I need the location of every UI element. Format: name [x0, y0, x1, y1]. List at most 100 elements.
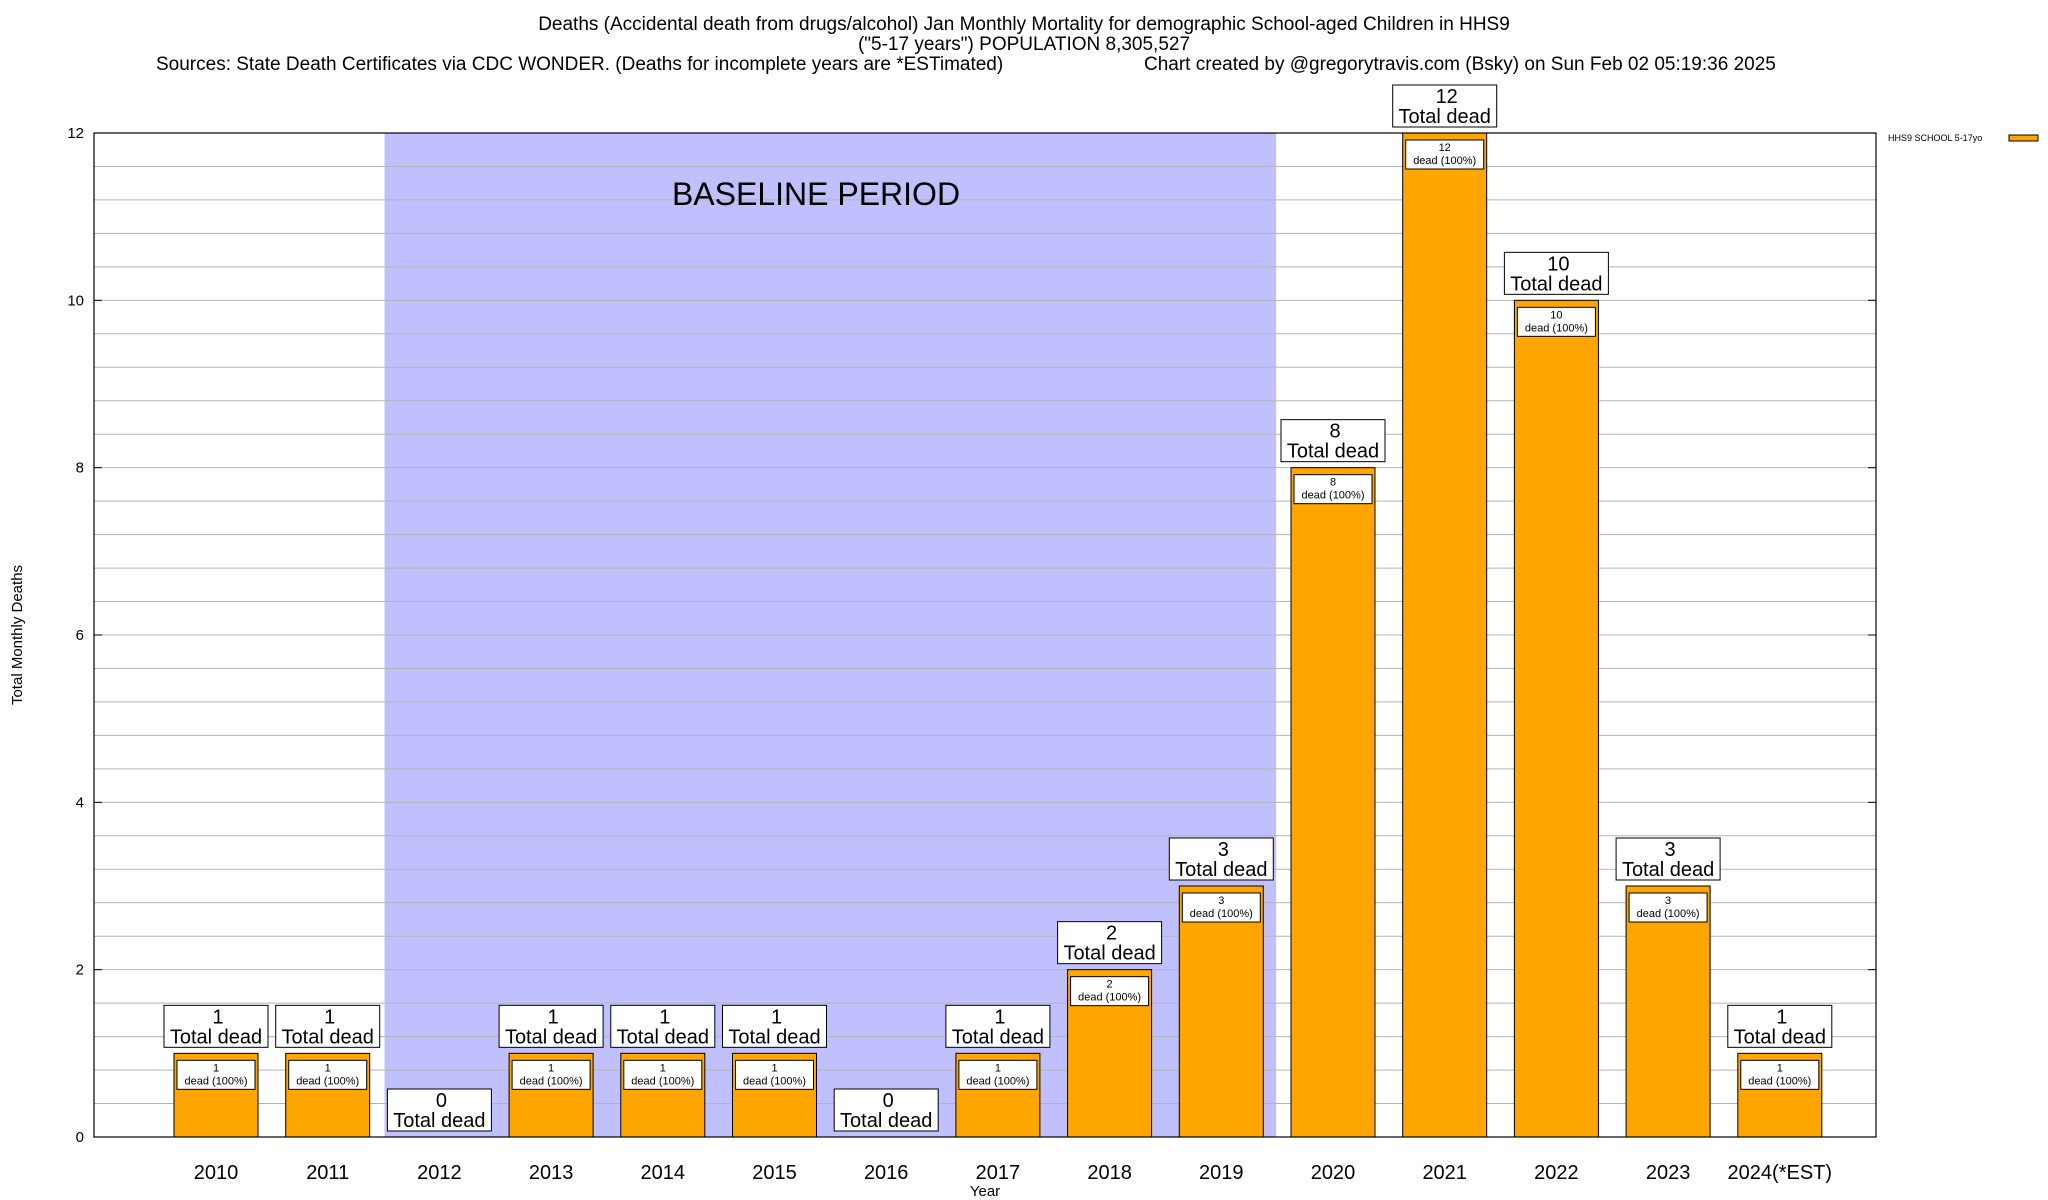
bar — [1513, 299, 1599, 1138]
x-tick-label: 2013 — [529, 1162, 574, 1184]
bar-label-box — [623, 1059, 703, 1090]
total-label-box — [498, 1004, 604, 1048]
total-label-box — [1392, 84, 1498, 128]
x-tick-label: 2020 — [1311, 1162, 1356, 1184]
total-dead-label: Total dead — [1734, 1026, 1826, 1048]
total-value-label: 1 — [212, 1006, 223, 1028]
total-label-box — [163, 1004, 269, 1048]
baseline-period-label: BASELINE PERIOD — [672, 176, 960, 212]
bar-percent-label: dead (100%) — [1525, 322, 1588, 334]
x-tick-label: 2022 — [1534, 1162, 1579, 1184]
bar-percent-label: dead (100%) — [185, 1075, 248, 1087]
total-value-label: 0 — [436, 1090, 447, 1112]
bar-value-label: 3 — [1218, 895, 1224, 907]
total-label-box — [1280, 419, 1386, 463]
bar — [1290, 467, 1376, 1138]
bar-label-box — [735, 1059, 814, 1090]
total-value-label: 1 — [994, 1006, 1005, 1028]
y-axis-title: Total Monthly Deaths — [9, 565, 26, 705]
total-dead-label: Total dead — [1510, 273, 1602, 295]
x-tick-label: 2023 — [1646, 1162, 1691, 1184]
x-tick-label: 2024(*EST) — [1728, 1162, 1833, 1184]
total-dead-label: Total dead — [840, 1110, 932, 1132]
legend: HHS9 SCHOOL 5-17yo — [1888, 133, 2039, 143]
bar-value-label: 2 — [1107, 979, 1113, 991]
bar-value-label: 1 — [995, 1062, 1001, 1074]
bar-value-label: 12 — [1439, 142, 1451, 154]
total-dead-label: Total dead — [617, 1026, 709, 1048]
x-axis-title: Year — [970, 1183, 1000, 1200]
total-value-label: 1 — [324, 1006, 335, 1028]
x-tick-label: 2016 — [864, 1162, 909, 1184]
total-value-label: 8 — [1329, 421, 1340, 443]
total-label-box — [722, 1004, 827, 1048]
total-label-box — [1168, 837, 1274, 881]
bar-value-label: 1 — [213, 1062, 219, 1074]
bar — [1178, 885, 1264, 1138]
total-dead-label: Total dead — [1063, 943, 1155, 965]
total-dead-label: Total dead — [282, 1026, 374, 1048]
bar-label-box — [1405, 139, 1485, 170]
bar-value-label: 1 — [771, 1062, 777, 1074]
bar-percent-label: dead (100%) — [631, 1075, 694, 1087]
total-value-label: 3 — [1665, 839, 1676, 861]
x-tick-label: 2021 — [1422, 1162, 1467, 1184]
bar-percent-label: dead (100%) — [743, 1075, 806, 1087]
total-dead-label: Total dead — [1287, 441, 1379, 463]
bar-percent-label: dead (100%) — [1748, 1075, 1811, 1087]
x-tick-label: 2017 — [976, 1162, 1021, 1184]
legend-label: HHS9 SCHOOL 5-17yo — [1888, 133, 1982, 143]
bar-label-box — [1070, 976, 1150, 1007]
total-label-box — [945, 1004, 1051, 1048]
total-dead-label: Total dead — [1175, 859, 1267, 881]
total-value-label: 2 — [1106, 923, 1117, 945]
total-value-label: 12 — [1436, 86, 1458, 108]
total-label-box — [1057, 921, 1163, 965]
bar-label-box — [958, 1059, 1038, 1090]
bar-value-label: 8 — [1330, 477, 1336, 489]
bar-percent-label: dead (100%) — [1413, 155, 1476, 167]
total-dead-label: Total dead — [1622, 859, 1714, 881]
chart-title: Deaths (Accidental death from drugs/alco… — [538, 14, 1510, 35]
total-value-label: 1 — [548, 1006, 559, 1028]
credit-note: Chart created by @gregorytravis.com (Bsk… — [1144, 54, 1776, 75]
total-dead-label: Total dead — [728, 1026, 820, 1048]
sources-note: Sources: State Death Certificates via CD… — [156, 54, 1004, 75]
bar-value-label: 1 — [548, 1062, 554, 1074]
bar-percent-label: dead (100%) — [296, 1075, 359, 1087]
total-dead-label: Total dead — [505, 1026, 597, 1048]
bar-percent-label: dead (100%) — [520, 1075, 583, 1087]
bar-label-box — [1628, 892, 1708, 923]
y-tick-label: 2 — [76, 962, 84, 979]
total-label-box — [610, 1004, 716, 1048]
total-dead-label: Total dead — [170, 1026, 262, 1048]
total-label-box — [833, 1088, 939, 1132]
y-tick-label: 8 — [76, 460, 84, 477]
x-tick-label: 2015 — [752, 1162, 797, 1184]
y-tick-label: 12 — [67, 125, 84, 142]
y-tick-label: 6 — [76, 627, 84, 644]
total-value-label: 1 — [771, 1006, 782, 1028]
bar-value-label: 10 — [1550, 309, 1562, 321]
total-dead-label: Total dead — [1399, 106, 1491, 128]
bar-percent-label: dead (100%) — [1078, 992, 1141, 1004]
x-tick-label: 2010 — [194, 1162, 239, 1184]
bar-percent-label: dead (100%) — [1302, 490, 1365, 502]
total-label-box — [1727, 1004, 1833, 1048]
y-tick-label: 10 — [67, 292, 84, 309]
bar-percent-label: dead (100%) — [1190, 908, 1253, 920]
total-label-box — [1615, 837, 1721, 881]
bar-label-box — [288, 1059, 368, 1090]
bar — [1402, 132, 1488, 1138]
bar-label-box — [1181, 892, 1261, 923]
x-tick-label: 2014 — [641, 1162, 686, 1184]
x-tick-label: 2011 — [306, 1162, 349, 1184]
bar-label-box — [1516, 306, 1596, 337]
x-tick-label: 2018 — [1087, 1162, 1132, 1184]
bar-value-label: 3 — [1665, 895, 1671, 907]
y-tick-label: 4 — [76, 794, 84, 811]
total-value-label: 10 — [1547, 253, 1569, 275]
chart-subtitle: ("5-17 years") POPULATION 8,305,527 — [857, 34, 1191, 55]
